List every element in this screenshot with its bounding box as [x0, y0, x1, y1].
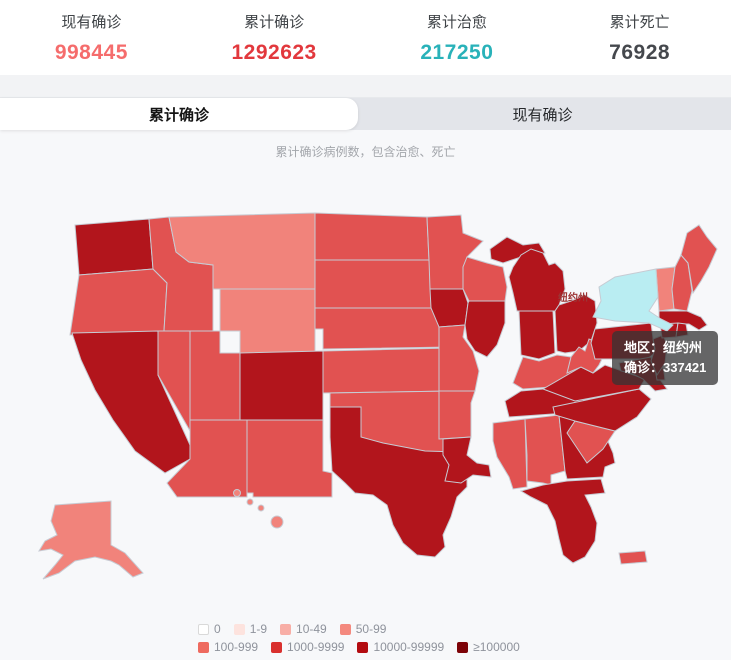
us-choropleth-map[interactable]: 纽约州	[15, 205, 725, 605]
legend-item[interactable]: 1-9	[233, 622, 268, 636]
stat-value: 76928	[609, 41, 671, 64]
legend-row-2: 100-999 1000-9999 10000-99999 ≥100000	[198, 640, 533, 654]
state-HI[interactable]	[270, 515, 284, 529]
legend-label: 10000-99999	[373, 640, 445, 654]
state-OH[interactable]	[554, 294, 598, 354]
state-NE[interactable]	[314, 307, 452, 350]
state-WA[interactable]	[74, 218, 154, 276]
divider-strip	[0, 75, 731, 98]
legend-item[interactable]: 50-99	[339, 622, 387, 636]
legend-label: 10-49	[296, 622, 327, 636]
selected-state-label: 纽约州	[558, 291, 588, 304]
state-WI[interactable]	[462, 256, 508, 302]
map-section: 累计确诊病例数，包含治愈、死亡	[0, 130, 731, 660]
legend-swatch	[271, 641, 283, 653]
stat-label: 累计治愈	[426, 14, 487, 31]
stat-total-deaths: 累计死亡 76928	[548, 11, 731, 75]
stat-label: 累计确诊	[244, 14, 305, 31]
legend-label: 1-9	[249, 622, 268, 636]
map-subtitle: 累计确诊病例数，包含治愈、死亡	[275, 145, 456, 159]
state-MS[interactable]	[492, 418, 528, 490]
stat-label: 累计死亡	[609, 14, 670, 31]
legend-label: ≥100000	[473, 640, 520, 654]
legend-swatch	[457, 641, 469, 653]
legend-item[interactable]: 100-999	[198, 640, 258, 654]
state-CO[interactable]	[239, 350, 324, 421]
state-HI[interactable]	[233, 489, 241, 497]
tab-current-confirmed[interactable]: 现有确诊	[512, 106, 573, 124]
legend-label: 1000-9999	[287, 640, 345, 654]
state-IN[interactable]	[518, 310, 556, 360]
stat-value: 217250	[420, 41, 494, 64]
legend-row-1: 0 1-9 10-49 50-99	[198, 622, 533, 636]
legend-item[interactable]: 0	[198, 622, 221, 636]
state-ME[interactable]	[680, 224, 718, 295]
legend-label: 50-99	[355, 622, 387, 636]
state-KS[interactable]	[322, 347, 456, 394]
state-UT[interactable]	[189, 330, 241, 421]
state-MI-upper[interactable]	[489, 236, 546, 264]
legend-swatch	[233, 623, 245, 635]
state-MI[interactable]	[508, 248, 566, 312]
legend-swatch	[280, 623, 292, 635]
state-AR[interactable]	[438, 390, 476, 440]
state-PR[interactable]	[618, 550, 648, 565]
state-HI[interactable]	[246, 498, 254, 506]
state-OR[interactable]	[69, 268, 168, 336]
state-NC[interactable]	[552, 388, 652, 432]
legend-item[interactable]: 10000-99999	[357, 640, 444, 654]
state-IL[interactable]	[464, 300, 506, 358]
tab-total-confirmed[interactable]: 累计确诊	[0, 98, 358, 130]
legend-item[interactable]: 1000-9999	[271, 640, 344, 654]
legend-item[interactable]: 10-49	[280, 622, 327, 636]
state-SD[interactable]	[314, 259, 434, 309]
tooltip-confirmed: 确诊：337421	[624, 360, 707, 375]
legend-label: 100-999	[214, 640, 259, 654]
state-HI[interactable]	[257, 504, 265, 512]
state-ND[interactable]	[314, 212, 430, 261]
map-mode-tabbar: 累计确诊 现有确诊	[0, 98, 731, 130]
state-FL[interactable]	[519, 478, 606, 564]
stat-current-confirmed: 现有确诊 998445	[0, 11, 183, 75]
legend-swatch	[198, 623, 209, 635]
state-TX[interactable]	[329, 406, 468, 558]
stat-value: 998445	[54, 41, 128, 64]
state-AK[interactable]	[38, 500, 144, 580]
stat-total-cured: 累计治愈 217250	[366, 11, 549, 75]
stat-total-confirmed: 累计确诊 1292623	[183, 11, 366, 75]
legend-swatch	[198, 641, 209, 653]
state-AL[interactable]	[524, 414, 566, 486]
stat-label: 现有确诊	[61, 14, 122, 31]
state-WY[interactable]	[219, 288, 316, 354]
legend-swatch	[339, 623, 351, 635]
stats-header: 现有确诊 998445 累计确诊 1292623 累计治愈 217250 累计死…	[0, 0, 731, 75]
map-tooltip: 地区：纽约州 确诊：337421	[612, 331, 719, 385]
state-NY[interactable]	[592, 268, 674, 332]
map-legend: 0 1-9 10-49 50-99 100-999 1000-9999 10000-999…	[198, 622, 533, 658]
legend-item[interactable]: ≥100000	[457, 640, 520, 654]
state-LA[interactable]	[442, 436, 492, 484]
stat-value: 1292623	[231, 41, 317, 64]
legend-label: 0	[214, 622, 221, 636]
legend-swatch	[357, 641, 369, 653]
state-NM[interactable]	[246, 419, 333, 498]
tooltip-region: 地区：纽约州	[624, 340, 703, 355]
